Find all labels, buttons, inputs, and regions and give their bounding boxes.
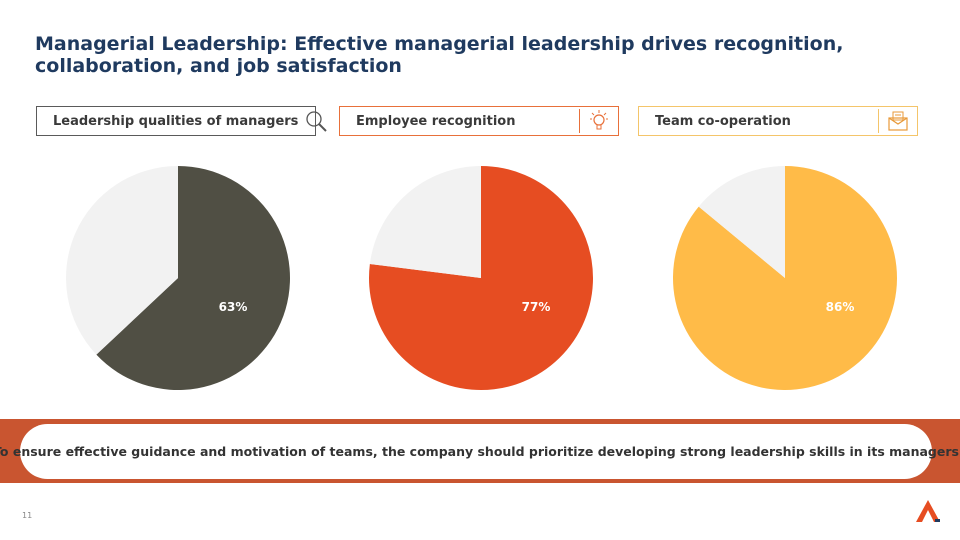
lightbulb-icon bbox=[586, 108, 612, 134]
header-divider bbox=[579, 109, 580, 133]
pie-chart-recognition: 77% bbox=[366, 163, 596, 393]
pie-chart-cooperation: 86% bbox=[670, 163, 900, 393]
page-title: Managerial Leadership: Effective manager… bbox=[35, 33, 844, 77]
pie-data-label: 63% bbox=[219, 300, 248, 314]
pie-slice-remainder bbox=[65, 166, 178, 355]
header-divider bbox=[878, 109, 879, 133]
header-label: Employee recognition bbox=[356, 113, 516, 129]
pie-data-label: 77% bbox=[522, 300, 551, 314]
pie-chart-leadership: 63% bbox=[63, 163, 293, 393]
magnifier-icon bbox=[304, 108, 328, 134]
header-label: Leadership qualities of managers bbox=[53, 113, 299, 129]
pie-data-label: 86% bbox=[826, 300, 855, 314]
callout-box: To ensure effective guidance and motivat… bbox=[0, 424, 959, 479]
header-label: Team co-operation bbox=[655, 113, 791, 129]
envelope-icon bbox=[885, 108, 911, 134]
header-leadership-qualities: Leadership qualities of managers bbox=[36, 106, 328, 136]
header-team-cooperation: Team co-operation bbox=[638, 106, 918, 136]
pie-slice-remainder bbox=[698, 166, 785, 278]
header-employee-recognition: Employee recognition bbox=[339, 106, 619, 136]
pie-slice-remainder bbox=[369, 166, 481, 278]
callout-text: To ensure effective guidance and motivat… bbox=[0, 444, 959, 459]
company-logo bbox=[916, 500, 942, 524]
pie-slice-value bbox=[96, 166, 290, 390]
page-number: 11 bbox=[22, 511, 33, 520]
